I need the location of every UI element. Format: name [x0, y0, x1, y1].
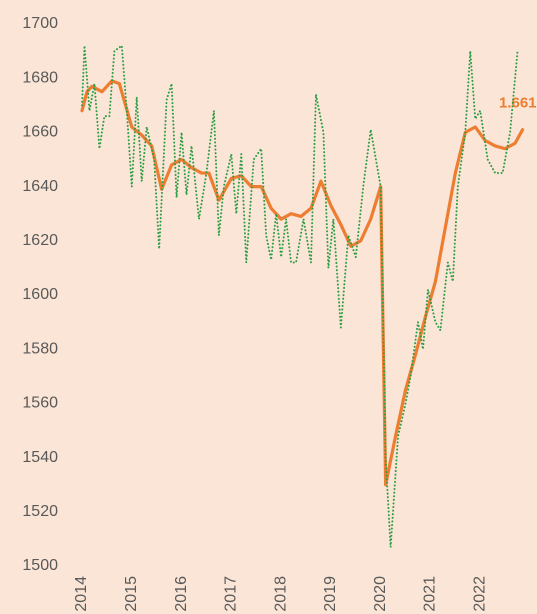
y-tick-label: 1580	[22, 340, 58, 357]
x-tick-label: 2016	[173, 576, 190, 612]
y-tick-label: 1500	[22, 557, 58, 574]
data-label: 1.661	[499, 95, 537, 112]
x-tick-label: 2015	[123, 576, 140, 612]
line-series	[80, 79, 525, 487]
y-tick-label: 1660	[22, 124, 58, 141]
x-tick-label: 2021	[422, 576, 439, 612]
x-tick-label: 2017	[223, 576, 240, 612]
x-tick-label: 2020	[372, 576, 389, 612]
y-tick-label: 1540	[22, 449, 58, 466]
y-tick-label: 1680	[22, 69, 58, 86]
y-tick-label: 1700	[22, 15, 58, 32]
y-tick-label: 1560	[22, 395, 58, 412]
x-tick-label: 2018	[272, 576, 289, 612]
x-tick-label: 2022	[471, 576, 488, 612]
line-series	[81, 44, 519, 549]
y-tick-label: 1600	[22, 286, 58, 303]
y-tick-label: 1640	[22, 178, 58, 195]
x-tick-label: 2014	[73, 576, 90, 612]
y-tick-label: 1620	[22, 232, 58, 249]
x-tick-label: 2019	[322, 576, 339, 612]
y-tick-label: 1520	[22, 503, 58, 520]
